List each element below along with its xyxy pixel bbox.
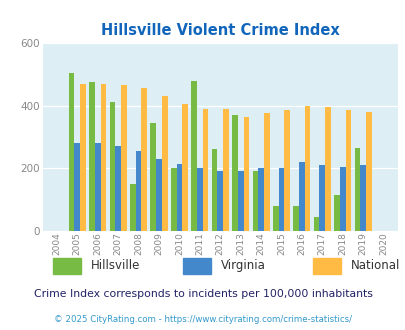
Bar bbox=[100, 84, 106, 231]
Bar bbox=[68, 73, 74, 231]
Text: © 2025 CityRating.com - https://www.cityrating.com/crime-statistics/: © 2025 CityRating.com - https://www.city… bbox=[54, 315, 351, 324]
Bar bbox=[156, 159, 162, 231]
Title: Hillsville Violent Crime Index: Hillsville Violent Crime Index bbox=[100, 22, 339, 38]
Bar bbox=[182, 104, 188, 231]
Bar bbox=[89, 82, 95, 231]
Bar bbox=[196, 168, 202, 231]
Bar bbox=[319, 165, 324, 231]
Text: Hillsville: Hillsville bbox=[91, 259, 141, 272]
Bar bbox=[272, 206, 278, 231]
Bar bbox=[150, 123, 156, 231]
Bar bbox=[232, 115, 237, 231]
Bar bbox=[359, 165, 365, 231]
Bar bbox=[345, 110, 350, 231]
Text: National: National bbox=[350, 259, 400, 272]
Bar bbox=[284, 110, 289, 231]
Bar bbox=[162, 96, 167, 231]
Bar bbox=[243, 116, 249, 231]
Bar bbox=[121, 85, 126, 231]
Bar bbox=[95, 143, 100, 231]
Bar bbox=[74, 143, 80, 231]
Text: Crime Index corresponds to incidents per 100,000 inhabitants: Crime Index corresponds to incidents per… bbox=[34, 289, 371, 299]
Bar bbox=[365, 112, 371, 231]
Bar bbox=[130, 184, 135, 231]
Bar bbox=[278, 168, 284, 231]
Bar bbox=[141, 88, 147, 231]
Bar bbox=[202, 109, 208, 231]
Bar bbox=[191, 81, 196, 231]
Bar bbox=[223, 109, 228, 231]
Bar bbox=[313, 217, 319, 231]
Bar bbox=[217, 172, 223, 231]
Text: Virginia: Virginia bbox=[221, 259, 266, 272]
Bar bbox=[109, 103, 115, 231]
Bar bbox=[333, 195, 339, 231]
Bar bbox=[304, 106, 310, 231]
Bar bbox=[339, 167, 345, 231]
Bar bbox=[263, 114, 269, 231]
Bar bbox=[115, 147, 121, 231]
Bar bbox=[80, 84, 86, 231]
Bar bbox=[135, 151, 141, 231]
Bar bbox=[176, 164, 182, 231]
Bar bbox=[211, 149, 217, 231]
Bar bbox=[293, 206, 298, 231]
Bar bbox=[237, 172, 243, 231]
Bar bbox=[258, 168, 263, 231]
Bar bbox=[298, 162, 304, 231]
Bar bbox=[354, 148, 359, 231]
Bar bbox=[252, 172, 258, 231]
Bar bbox=[171, 168, 176, 231]
Bar bbox=[324, 107, 330, 231]
